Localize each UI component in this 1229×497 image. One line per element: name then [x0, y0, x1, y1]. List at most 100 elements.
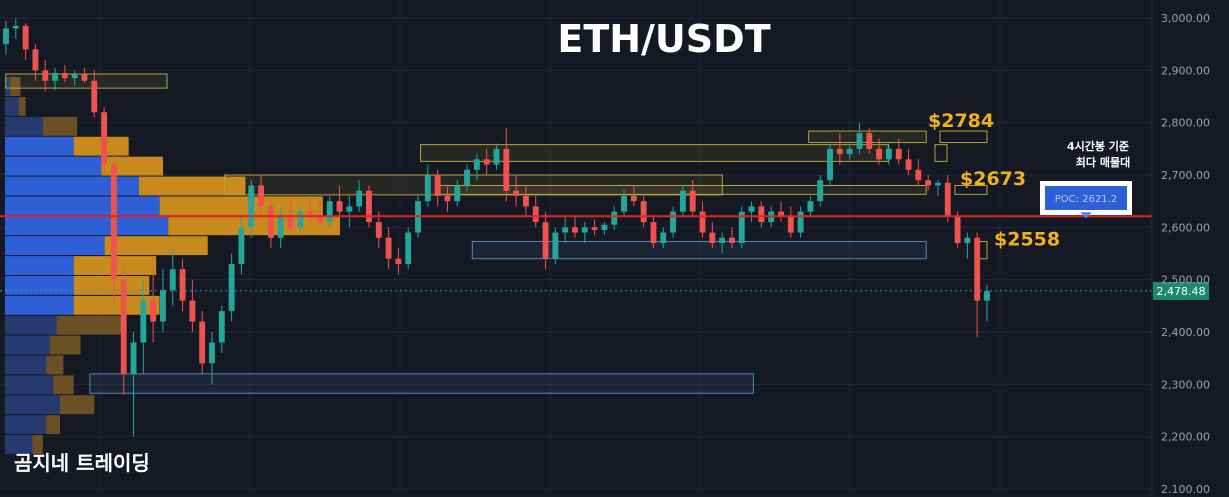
candle-body: [71, 74, 78, 79]
candle-body: [503, 148, 510, 191]
poc-box: [1045, 186, 1127, 210]
candle-body: [532, 206, 539, 223]
y-tick-label: 2,100.00: [1161, 483, 1210, 493]
candle-body: [444, 195, 451, 202]
candle-body: [424, 175, 431, 202]
candle-body: [218, 311, 225, 343]
candle-body: [199, 321, 206, 364]
volume-profile-bar-up: [5, 216, 169, 236]
supply-zone: [224, 174, 723, 196]
candle-body: [885, 148, 892, 160]
candle-body: [552, 232, 559, 259]
candle-body: [915, 169, 922, 181]
candle-body: [895, 148, 902, 160]
candle-body: [81, 74, 88, 81]
candle-body: [52, 72, 58, 81]
candle-body: [209, 342, 215, 364]
volume-profile-bar-down: [159, 196, 323, 216]
candle-body: [522, 195, 529, 207]
candle-body: [12, 25, 19, 29]
candle-body: [307, 211, 314, 217]
candle-body: [905, 159, 912, 170]
candle-body: [434, 175, 441, 196]
candle-body: [473, 159, 480, 170]
volume-profile-bar-down: [73, 295, 160, 315]
demand-zone: [89, 373, 754, 394]
candle-body: [483, 159, 490, 165]
candle-body: [621, 195, 627, 212]
volume-profile-bar-up: [5, 435, 33, 454]
volume-profile-bar-up: [5, 236, 105, 256]
candle-body: [169, 269, 176, 291]
volume-profile-bar-up: [5, 315, 57, 335]
volume-profile-bar-down: [73, 275, 150, 295]
volume-profile-bar-down: [53, 375, 74, 395]
volume-profile-bar-down: [18, 97, 26, 116]
candle-body: [356, 190, 363, 207]
volume-profile-bar-down: [32, 435, 43, 454]
candle-body: [297, 211, 304, 228]
volume-profile-bar-down: [46, 415, 60, 435]
candle-body: [944, 182, 951, 217]
candle-body: [366, 190, 372, 223]
candle-body: [984, 291, 990, 301]
candle-body: [562, 227, 569, 233]
candle-body: [32, 49, 39, 71]
volume-profile-bar-down: [42, 116, 78, 136]
candle-body: [375, 222, 382, 238]
zone-edge-box: [954, 184, 988, 195]
volume-profile-bar-down: [59, 395, 95, 415]
candle-body: [748, 206, 755, 212]
volume-profile-bar-up: [5, 77, 11, 96]
candle-body: [935, 182, 941, 186]
poc-label: POC: 2621.2: [1055, 194, 1117, 205]
candle-body: [601, 224, 608, 230]
candle-body: [61, 72, 68, 79]
candle-body: [238, 227, 245, 264]
candle-body: [405, 232, 412, 264]
volume-profile-bar-up: [5, 136, 74, 156]
poc-note-line2: 최다 매물대: [1076, 155, 1130, 169]
volume-profile-bar-down: [49, 335, 81, 355]
candle-body: [640, 201, 647, 223]
candle-body: [866, 133, 873, 149]
volume-profile-bar-up: [5, 375, 54, 395]
candle-body: [591, 227, 598, 230]
candle-body: [160, 290, 166, 322]
volume-profile-bar-up: [5, 415, 47, 435]
candle-body: [836, 148, 843, 155]
poc-note-line1: 4시간봉 기준: [1067, 139, 1129, 153]
candle-body: [248, 185, 255, 228]
candle-body: [316, 216, 323, 223]
volume-profile-bar-down: [10, 77, 21, 96]
y-tick-label: 2,900.00: [1161, 64, 1210, 77]
candle-body: [856, 133, 863, 149]
candle-body: [22, 25, 29, 50]
candle-body: [189, 300, 196, 322]
zone-edge-box: [934, 144, 948, 162]
candle-body: [572, 227, 578, 233]
candle-body: [179, 269, 186, 301]
candle-body: [267, 206, 274, 238]
y-tick-label: 2,700.00: [1161, 169, 1210, 182]
volume-profile-bar-up: [5, 295, 74, 315]
candle-body: [630, 195, 637, 202]
volume-profile-bar-up: [5, 275, 74, 295]
current-price-tag: [1153, 281, 1209, 300]
candle-body: [346, 206, 353, 212]
candle-body: [542, 222, 549, 259]
candle-body: [336, 201, 343, 212]
candle-body: [611, 211, 618, 225]
price-annotation: $2784: [928, 110, 994, 132]
candle-body: [679, 190, 686, 212]
demand-zone: [471, 240, 927, 260]
candle-body: [758, 206, 765, 223]
candle-body: [670, 211, 677, 233]
volume-profile-bar-up: [5, 196, 160, 216]
candle-body: [120, 279, 127, 374]
candle-body: [787, 216, 794, 233]
candle-body: [130, 342, 137, 374]
volume-profile-bar-up: [5, 256, 74, 275]
